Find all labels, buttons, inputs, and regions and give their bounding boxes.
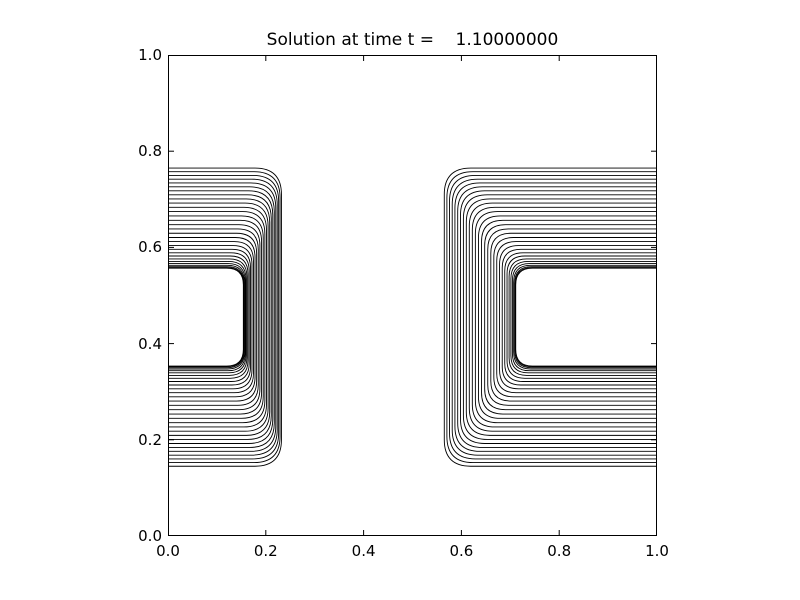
contour-line — [168, 248, 251, 386]
contour-line — [506, 255, 657, 379]
contour-line — [168, 202, 269, 432]
y-tick-label: 0.6 — [138, 238, 162, 257]
contour-line — [168, 219, 263, 415]
contour-line — [515, 267, 657, 367]
contour-line — [462, 194, 657, 440]
y-tick-label: 0.8 — [138, 142, 162, 161]
x-tick-label: 0.4 — [351, 542, 376, 560]
contour-line — [487, 228, 657, 406]
x-tick-label: 0.6 — [449, 542, 474, 560]
contour-line — [168, 267, 244, 367]
contour-line — [499, 245, 657, 390]
contour-line — [168, 264, 245, 370]
contour-line — [168, 232, 258, 402]
contour-line — [168, 190, 274, 444]
contour-line — [168, 182, 277, 452]
contour-line — [460, 190, 657, 444]
contour-line — [168, 255, 249, 379]
contour-line — [168, 245, 253, 390]
contour-line — [168, 174, 280, 460]
contour-line — [484, 224, 657, 411]
contour-line — [454, 182, 657, 452]
contour-line — [168, 211, 266, 424]
contour-line — [513, 264, 657, 370]
contour-lines — [168, 167, 657, 467]
contour-line — [168, 267, 245, 368]
contour-line — [168, 263, 246, 372]
contour-line — [168, 178, 278, 456]
y-tick-label: 0.2 — [138, 430, 162, 449]
contour-plot-canvas — [168, 55, 657, 536]
contour-line — [481, 219, 657, 415]
contour-line — [168, 241, 254, 394]
contour-line — [168, 215, 264, 419]
contour-line — [465, 198, 657, 436]
plot-title: Solution at time t = 1.10000000 — [266, 30, 559, 50]
x-tick-label: 0.0 — [156, 542, 180, 560]
contour-line — [168, 266, 245, 369]
contour-line — [168, 261, 247, 374]
contour-line — [496, 241, 657, 394]
contour-line — [514, 266, 657, 369]
contour-line — [446, 171, 657, 464]
axis-ticks — [168, 55, 657, 536]
contour-line — [508, 258, 657, 376]
contour-line — [168, 171, 281, 464]
contour-line — [168, 198, 271, 436]
x-tick-label: 0.2 — [253, 542, 278, 560]
contour-line — [168, 194, 272, 440]
contour-line — [168, 167, 282, 467]
contour-line — [474, 211, 657, 424]
contour-line — [468, 202, 657, 432]
contour-line — [504, 252, 657, 382]
contour-line — [510, 261, 657, 374]
contour-line — [168, 237, 256, 398]
y-tick-label: 1.0 — [138, 46, 162, 64]
contour-line — [501, 248, 657, 386]
contour-line — [168, 252, 250, 382]
contour-line — [168, 186, 275, 448]
contour-line — [168, 206, 267, 428]
contour-line — [490, 232, 657, 402]
contour-line — [514, 267, 657, 368]
contour-line — [443, 167, 657, 467]
y-tick-label: 0.0 — [138, 527, 162, 545]
x-tick-label: 1.0 — [645, 542, 669, 560]
contour-line — [449, 174, 657, 460]
contour-line — [457, 186, 657, 448]
y-tick-label: 0.4 — [138, 334, 162, 353]
contour-line — [511, 263, 657, 372]
x-tick-label: 0.8 — [547, 542, 572, 560]
contour-line — [493, 237, 657, 398]
contour-line — [471, 206, 657, 428]
contour-line — [478, 215, 657, 419]
contour-line — [168, 224, 261, 411]
contour-line — [451, 178, 657, 456]
contour-line — [168, 258, 248, 376]
contour-line — [168, 228, 259, 406]
